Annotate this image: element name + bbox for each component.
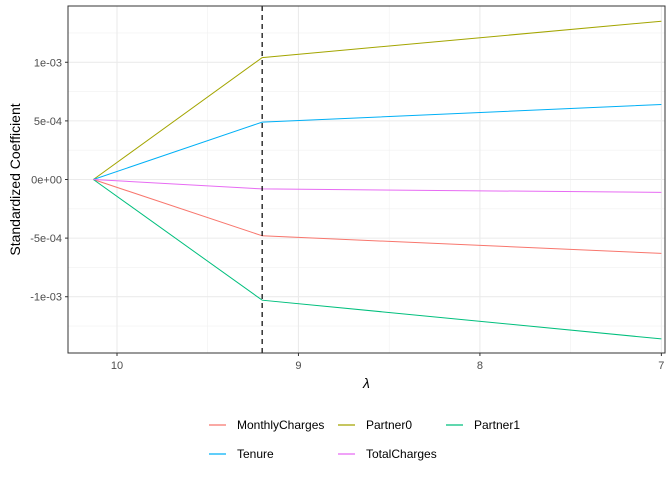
x-tick-label: 10 (111, 360, 123, 372)
legend-label: Partner1 (474, 418, 520, 432)
x-tick-label: 8 (477, 360, 483, 372)
legend-item-totalcharges: TotalCharges (338, 447, 437, 461)
axis-ticks: -1e-03 -5e-04 0e+00 5e-04 1e-03 10 9 8 7 (30, 57, 664, 372)
grid (68, 6, 665, 353)
legend-item-tenure: Tenure (209, 447, 274, 461)
legend-item-monthlycharges: MonthlyCharges (209, 418, 324, 432)
series-line-partner0 (93, 20, 662, 180)
series-line-totalcharges (93, 179, 662, 193)
legend-label: TotalCharges (366, 447, 437, 461)
series-layer (93, 20, 662, 340)
legend-label: MonthlyCharges (237, 418, 324, 432)
legend-item-partner0: Partner0 (338, 418, 412, 432)
legend-label: Tenure (237, 447, 274, 461)
legend-item-partner1: Partner1 (446, 418, 520, 432)
y-tick-label: 1e-03 (34, 57, 62, 69)
legend-label: Partner0 (366, 418, 412, 432)
series-line-monthlycharges (93, 179, 662, 254)
x-axis-title: λ (362, 375, 370, 391)
x-tick-label: 7 (658, 360, 664, 372)
y-tick-label: -5e-04 (30, 233, 62, 245)
x-tick-label: 9 (295, 360, 301, 372)
y-tick-label: 5e-04 (34, 116, 62, 128)
legend: MonthlyCharges Partner0 Partner1 Tenure Tota… (209, 418, 520, 461)
y-tick-label: 0e+00 (31, 175, 62, 187)
series-line-tenure (93, 104, 662, 180)
y-axis-title: Standardized Coefficient (7, 103, 23, 255)
y-tick-label: -1e-03 (30, 292, 62, 304)
series-line-partner1 (93, 179, 662, 340)
